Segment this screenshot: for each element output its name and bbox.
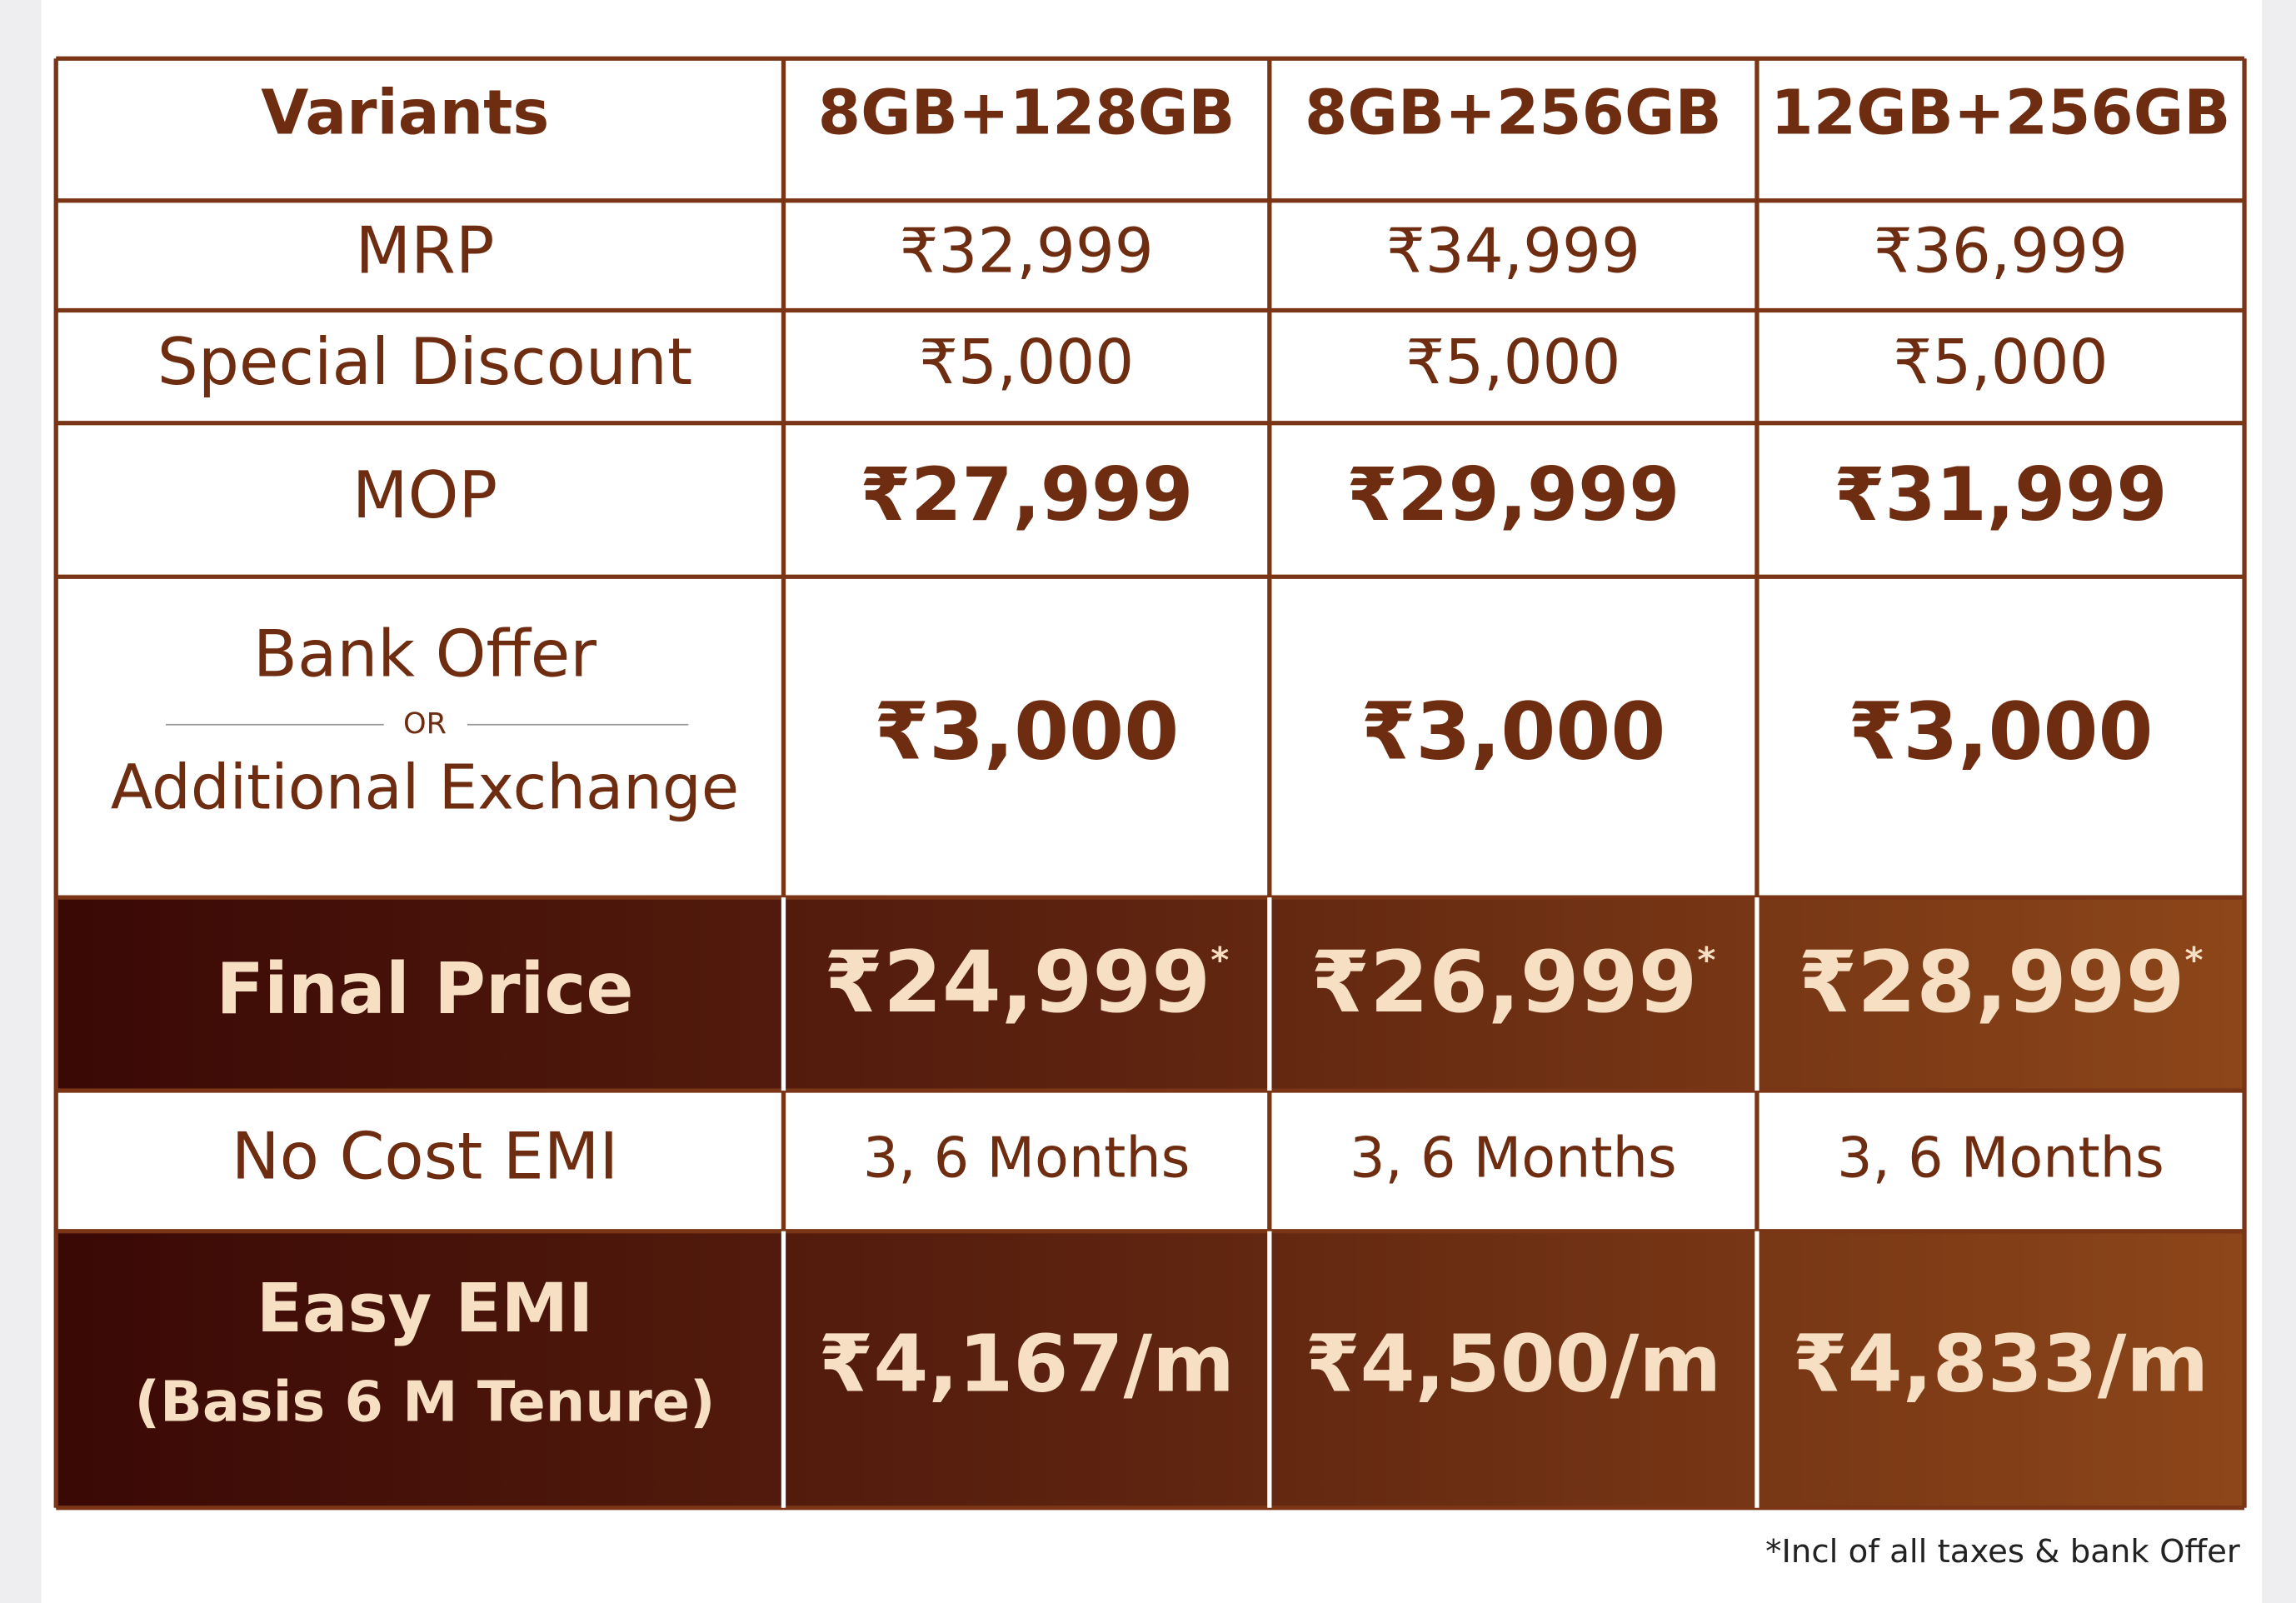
value-text: ₹24,999	[824, 933, 1210, 1032]
cell-value: ₹26,999*	[1310, 933, 1715, 1032]
row-label: MOP	[352, 458, 497, 533]
value-text: 3, 6 Months	[1837, 1125, 2164, 1190]
cell-value: 3, 6 Months	[1350, 1125, 1677, 1190]
asterisk: *	[2185, 939, 2204, 980]
value-text: ₹34,999	[1386, 217, 1640, 287]
value-text: ₹5,000	[919, 327, 1134, 398]
cell-value: ₹5,000	[919, 327, 1134, 398]
value-text: ₹5,000	[1405, 327, 1620, 398]
cell-value: 3, 6 Months	[863, 1125, 1190, 1190]
row-label: (Basis 6 M Tenure)	[134, 1369, 715, 1434]
footnote: *Incl of all taxes & bank Offer	[1765, 1533, 2240, 1571]
row-label: Bank Offer	[253, 617, 596, 692]
cell-value: ₹34,999	[1386, 217, 1640, 287]
value-text: ₹31,999	[1834, 452, 2167, 537]
row-label: No Cost EMI	[232, 1119, 618, 1194]
asterisk: *	[1210, 939, 1229, 980]
row-label: Easy EMI	[257, 1270, 593, 1348]
cell-value: ₹5,000	[1893, 327, 2108, 398]
value-text: ₹4,833/m	[1793, 1319, 2209, 1411]
header-cell: 8GB+128GB	[818, 78, 1235, 149]
easy-emi-band	[56, 1231, 2245, 1508]
cell-value: ₹3,000	[1360, 687, 1665, 778]
cell-value: ₹5,000	[1405, 327, 1620, 398]
value-text: ₹29,999	[1346, 452, 1680, 537]
header-cell: Variants	[261, 78, 549, 149]
row-label: Final Price	[216, 948, 633, 1030]
value-text: ₹27,999	[860, 452, 1193, 537]
cell-value: 3, 6 Months	[1837, 1125, 2164, 1190]
value-text: ₹4,167/m	[818, 1319, 1235, 1411]
cell-value: ₹3,000	[874, 687, 1179, 778]
final-price-band	[56, 897, 2245, 1091]
value-text: ₹36,999	[1874, 217, 2128, 287]
value-text: ₹28,999	[1798, 933, 2184, 1032]
cell-value: ₹4,833/m	[1793, 1319, 2209, 1411]
value-text: ₹32,999	[900, 217, 1154, 287]
cell-value: ₹28,999*	[1798, 933, 2203, 1032]
value-text: ₹4,500/m	[1305, 1319, 1722, 1411]
cell-value: ₹4,500/m	[1305, 1319, 1722, 1411]
header-cell: 8GB+256GB	[1305, 78, 1722, 149]
cell-value: ₹32,999	[900, 217, 1154, 287]
header-cell: 12GB+256GB	[1770, 78, 2230, 149]
asterisk: *	[1697, 939, 1715, 980]
row-label: Special Discount	[157, 325, 692, 400]
value-text: ₹3,000	[1848, 687, 2153, 778]
cell-value: ₹31,999	[1834, 452, 2167, 537]
value-text: 3, 6 Months	[863, 1125, 1190, 1190]
value-text: ₹5,000	[1893, 327, 2108, 398]
value-text: 3, 6 Months	[1350, 1125, 1677, 1190]
row-label: MRP	[355, 214, 494, 289]
cell-value: ₹36,999	[1874, 217, 2128, 287]
cell-value: ₹4,167/m	[818, 1319, 1235, 1411]
cell-value: ₹29,999	[1346, 452, 1680, 537]
cell-value: ₹27,999	[860, 452, 1193, 537]
row-label: OR	[403, 707, 447, 741]
cell-value: ₹24,999*	[824, 933, 1229, 1032]
value-text: ₹26,999	[1310, 933, 1697, 1032]
value-text: ₹3,000	[1360, 687, 1665, 778]
row-label: Additional Exchange	[111, 753, 739, 824]
value-text: ₹3,000	[874, 687, 1179, 778]
cell-value: ₹3,000	[1848, 687, 2153, 778]
